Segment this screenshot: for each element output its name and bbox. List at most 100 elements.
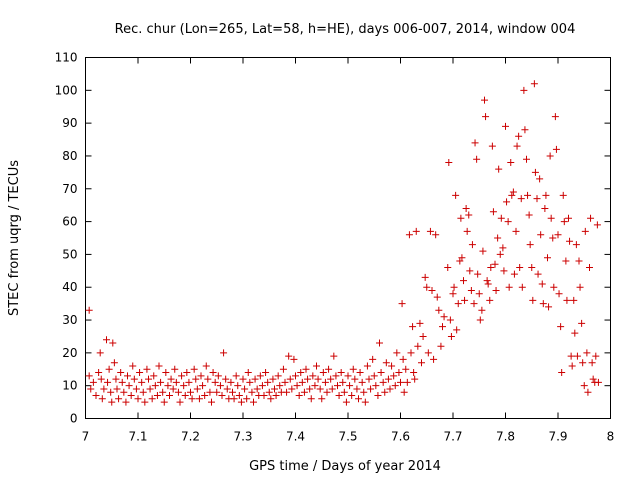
data-point (411, 375, 419, 383)
data-point (292, 372, 299, 380)
data-point (458, 254, 466, 262)
data-point (141, 398, 149, 406)
y-tick-label: 110 (55, 51, 78, 65)
data-point (244, 369, 252, 377)
data-point (96, 349, 104, 357)
data-point (430, 355, 438, 363)
data-point (251, 375, 259, 383)
data-point (243, 395, 251, 403)
data-point (153, 392, 161, 400)
data-point (481, 96, 488, 104)
data-point (327, 375, 335, 383)
data-point (344, 372, 352, 380)
data-point (260, 392, 268, 400)
data-point (258, 382, 266, 390)
data-point (560, 218, 568, 226)
data-point (482, 113, 490, 121)
data-point (265, 388, 273, 396)
data-point (241, 385, 249, 393)
x-tick-label: 7.3 (233, 430, 252, 444)
data-point (475, 290, 483, 298)
data-point (235, 392, 243, 400)
data-point (520, 86, 528, 94)
data-point (145, 375, 152, 383)
data-point (298, 378, 306, 386)
data-point (279, 365, 287, 373)
data-point (544, 254, 551, 262)
data-point (171, 365, 179, 373)
data-point (580, 382, 588, 390)
data-point (337, 369, 345, 377)
data-point (223, 385, 231, 393)
x-tick-label: 7.6 (391, 430, 410, 444)
data-point (118, 378, 126, 386)
data-point (288, 385, 296, 393)
data-point (174, 388, 182, 396)
data-point (554, 231, 562, 239)
data-point (410, 369, 418, 377)
data-point (449, 290, 457, 298)
data-point (323, 388, 331, 396)
data-point (526, 241, 534, 249)
data-point (188, 395, 196, 403)
data-point (471, 139, 479, 147)
data-point (124, 372, 131, 380)
data-point (529, 296, 537, 304)
data-point (148, 395, 156, 403)
data-point (495, 165, 503, 173)
data-point (360, 388, 368, 396)
data-point (334, 382, 341, 390)
data-point (419, 332, 427, 340)
data-point (87, 385, 95, 393)
data-point (358, 378, 366, 386)
x-tick-label: 8 (607, 430, 615, 444)
data-point (508, 191, 516, 199)
data-point (454, 300, 462, 308)
data-point (267, 395, 275, 403)
data-point (462, 204, 470, 212)
data-point (384, 375, 392, 383)
y-axis-label: STEC from uqrg / TECUs (7, 160, 22, 316)
data-point (136, 369, 144, 377)
data-point (557, 323, 565, 331)
y-tick-label: 20 (62, 346, 77, 360)
data-point (421, 273, 429, 281)
data-point (445, 159, 453, 167)
y-tick-label: 0 (70, 412, 78, 426)
data-point (199, 382, 207, 390)
data-point (250, 398, 257, 406)
data-point (528, 264, 536, 272)
data-point (211, 378, 219, 386)
data-point (167, 375, 175, 383)
data-point (463, 227, 471, 235)
data-point (551, 113, 559, 121)
data-point (572, 241, 580, 249)
data-point (290, 355, 298, 363)
data-point (504, 218, 512, 226)
data-point (513, 142, 521, 150)
data-point (444, 264, 452, 272)
data-point (115, 395, 123, 403)
data-point (517, 195, 525, 203)
data-point (592, 352, 600, 360)
data-point (164, 382, 172, 390)
data-point (496, 250, 504, 258)
data-point (432, 231, 440, 239)
data-point (314, 375, 322, 383)
data-point (204, 375, 212, 383)
x-tick-label: 7.5 (338, 430, 357, 444)
x-tick-label: 7.2 (181, 430, 200, 444)
data-point (316, 385, 324, 393)
data-point (109, 339, 117, 347)
data-point (151, 382, 159, 390)
data-point (460, 277, 467, 285)
data-point (89, 378, 97, 386)
data-point (155, 362, 163, 370)
data-point (227, 378, 235, 386)
data-point (97, 375, 105, 383)
data-point (105, 365, 113, 373)
data-point (409, 323, 417, 331)
data-point (594, 378, 602, 386)
data-point (583, 349, 591, 357)
